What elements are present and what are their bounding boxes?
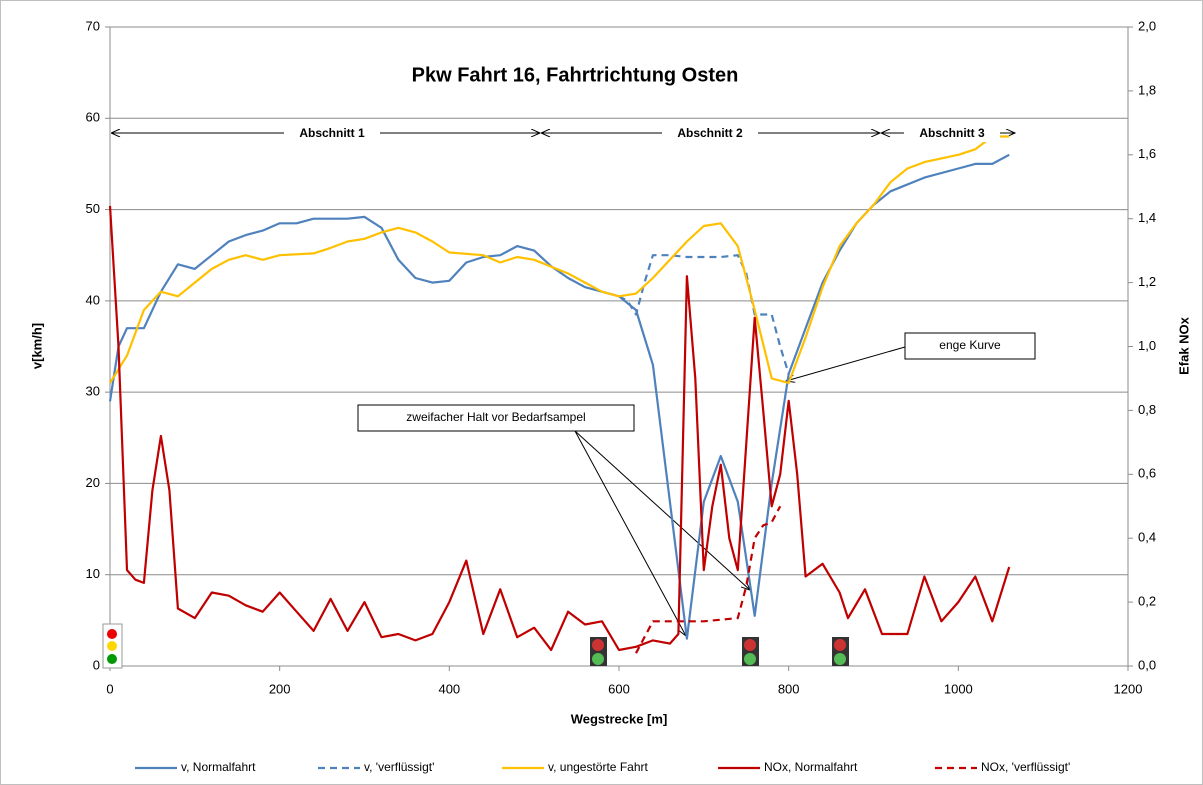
annotation: Abschnitt 1 [299,126,365,140]
y2-tick-label: 0,8 [1138,402,1156,417]
legend-label: v, 'verflüssigt' [364,760,434,774]
y-tick-label: 60 [86,110,100,125]
y2-tick-label: 1,6 [1138,146,1156,161]
y2-tick-label: 1,4 [1138,210,1156,225]
x-tick-label: 1000 [944,681,973,696]
x-tick-label: 800 [778,681,800,696]
y2-tick-label: 1,0 [1138,338,1156,353]
y2-axis-label: Efak NOx [1176,316,1191,375]
x-tick-label: 0 [106,681,113,696]
traffic-lights [102,623,849,669]
annotation-box [904,332,1036,360]
plot-grid [105,26,1133,671]
y-tick-label: 30 [86,384,100,399]
y-tick-label: 10 [86,566,100,581]
series-line [618,254,790,375]
annotation-bg [662,126,758,142]
series-line [109,135,1010,385]
y-tick-label: 20 [86,475,100,490]
y2-tick-label: 0,6 [1138,466,1156,481]
y-tick-label: 0 [93,657,100,672]
x-axis-label: Wegstrecke [m] [571,711,668,726]
x-tick-label: 400 [438,681,460,696]
series-line [108,205,1011,652]
y-tick-label: 40 [86,292,100,307]
x-tick-label: 200 [269,681,291,696]
y-tick-label: 70 [86,18,100,33]
x-tick-label: 1200 [1114,681,1143,696]
y2-tick-label: 2,0 [1138,18,1156,33]
annotation: enge Kurve [939,338,1001,352]
legend-label: v, ungestörte Fahrt [548,760,648,774]
legend-label: NOx, 'verflüssigt' [981,760,1070,774]
y-axis-label: v[km/h] [29,323,44,369]
y2-tick-label: 0,0 [1138,657,1156,672]
legend-label: NOx, Normalfahrt [764,760,858,774]
series-line [635,505,782,654]
chart-title: Pkw Fahrt 16, Fahrtrichtung Osten [412,64,739,86]
legend-label: v, Normalfahrt [181,760,256,774]
y2-tick-label: 1,2 [1138,274,1156,289]
annotation-bg [284,126,380,142]
y-tick-label: 50 [86,201,100,216]
y2-tick-label: 1,8 [1138,82,1156,97]
annotation: Abschnitt 2 [677,126,743,140]
annotation: zweifacher Halt vor Bedarfsampel [406,410,585,424]
y2-tick-label: 0,4 [1138,530,1156,545]
annotation-box [357,404,635,432]
annotation-arrows [574,346,906,636]
y2-tick-label: 0,2 [1138,594,1156,609]
annotation-bg [904,126,1000,142]
annotation: Abschnitt 3 [919,126,985,140]
x-tick-label: 600 [608,681,630,696]
